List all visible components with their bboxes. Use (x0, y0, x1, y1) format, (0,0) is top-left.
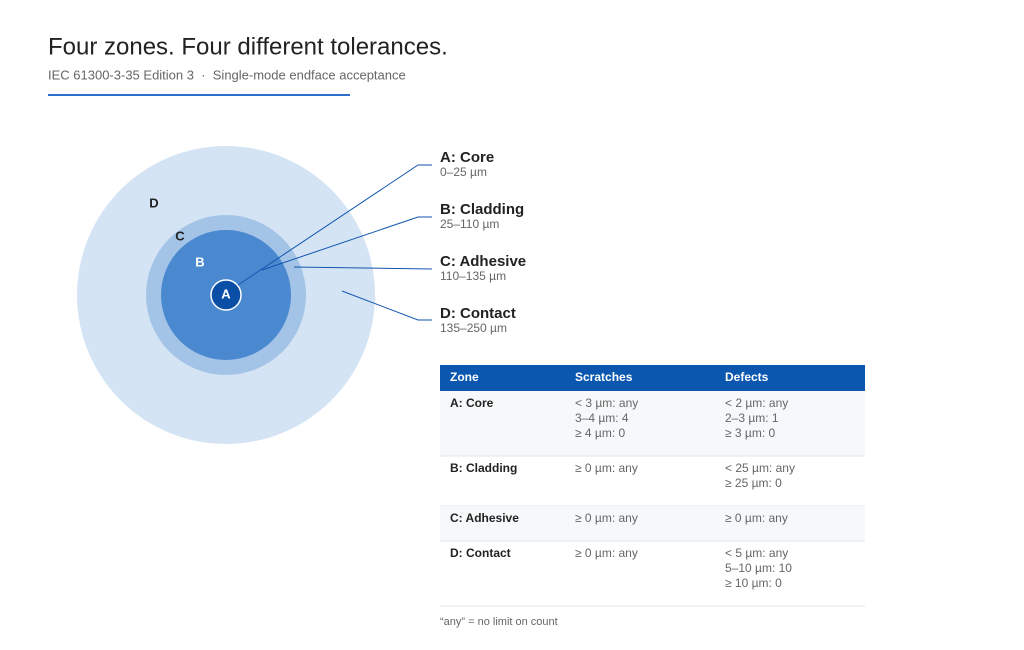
zone-label: C: Adhesive (440, 253, 526, 270)
circle-label: A (221, 286, 231, 301)
zone-label: A: Core (440, 149, 494, 166)
subtitle: IEC 61300-3-35 Edition 3 · Single-mode e… (48, 67, 406, 82)
cell-line: ≥ 10 µm: 0 (725, 576, 782, 590)
zone-cell: A: Core (450, 396, 494, 410)
circle-label: C (175, 228, 185, 243)
cell-line: ≥ 0 µm: any (575, 511, 638, 525)
cell-line: 2–3 µm: 1 (725, 411, 779, 425)
underline (48, 94, 350, 96)
zone-range: 135–250 µm (440, 321, 507, 335)
cell-line: < 5 µm: any (725, 546, 788, 560)
zone-label: D: Contact (440, 305, 516, 322)
cell-line: ≥ 4 µm: 0 (575, 426, 626, 440)
row-bg (440, 506, 865, 541)
zone-range: 25–110 µm (440, 217, 499, 231)
cell-line: ≥ 0 µm: any (575, 546, 638, 560)
zone-label: B: Cladding (440, 201, 524, 218)
cell-line: ≥ 0 µm: any (725, 511, 788, 525)
table-header: Defects (725, 370, 769, 384)
circle-label: D (149, 195, 158, 210)
cell-line: 3–4 µm: 4 (575, 411, 629, 425)
zone-range: 110–135 µm (440, 269, 506, 283)
leaders (237, 164, 433, 321)
zone-range: 0–25 µm (440, 165, 487, 179)
zone-a (210, 279, 242, 311)
zone-cell: C: Adhesive (450, 511, 519, 525)
cell-line: ≥ 3 µm: 0 (725, 426, 776, 440)
cell-line: 5–10 µm: 10 (725, 561, 792, 575)
table-header: Zone (450, 370, 479, 384)
zone-cell: B: Cladding (450, 461, 517, 475)
cell-line: ≥ 0 µm: any (575, 461, 638, 475)
footnote: “any” = no limit on count (440, 616, 558, 628)
circle-label: B (195, 254, 204, 269)
table-header: Scratches (575, 370, 633, 384)
zone-cell: D: Contact (450, 546, 511, 560)
cell-line: < 2 µm: any (725, 396, 788, 410)
cell-line: < 3 µm: any (575, 396, 638, 410)
row-bg (440, 391, 865, 456)
table-header-bg (440, 365, 865, 391)
cell-line: ≥ 25 µm: 0 (725, 476, 782, 490)
cell-line: < 25 µm: any (725, 461, 795, 475)
title: Four zones. Four different tolerances. (48, 33, 448, 60)
